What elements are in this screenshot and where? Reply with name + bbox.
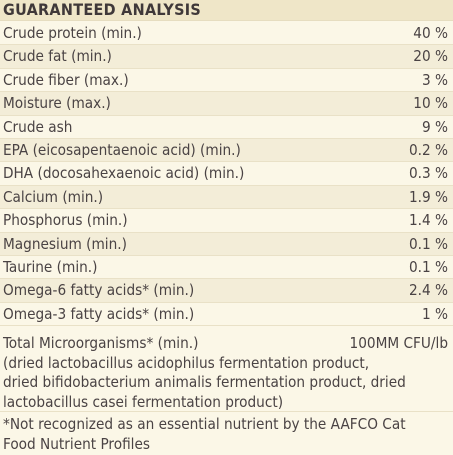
nutrient-name: Crude ash: [3, 117, 73, 136]
analysis-table: Crude protein (min.) 40 % Crude fat (min.…: [0, 22, 453, 327]
nutrient-value: 1.9 %: [408, 187, 448, 206]
nutrient-name: EPA (eicosapentaenoic acid) (min.): [3, 140, 241, 159]
footnote: *Not recognized as an essential nutrient…: [3, 415, 451, 454]
table-row: Crude fat (min.) 20 %: [0, 45, 453, 69]
nutrient-value: 100MM CFU/lb: [349, 334, 448, 352]
table-row: Omega-3 fatty acids* (min.) 1 %: [0, 303, 453, 327]
table-row: Moisture (max.) 10 %: [0, 92, 453, 116]
nutrient-name: Crude fat (min.): [3, 47, 112, 66]
table-row: Omega-6 fatty acids* (min.) 2.4 %: [0, 279, 453, 303]
table-row: Calcium (min.) 1.9 %: [0, 185, 453, 210]
table-row: Crude fiber (max.) 3 %: [0, 69, 453, 93]
nutrient-name: Omega-6 fatty acids* (min.): [3, 281, 195, 300]
nutrient-value: 9 %: [421, 117, 448, 136]
nutrient-name: Omega-3 fatty acids* (min.): [3, 304, 195, 323]
nutrient-name: Phosphorus (min.): [3, 211, 128, 230]
microorganisms-description-line: lactobacillus casei fermentation product…: [3, 392, 284, 411]
table-row: Crude ash 9 %: [0, 116, 453, 139]
nutrient-name: Taurine (min.): [3, 257, 98, 276]
nutrient-name: Moisture (max.): [3, 94, 111, 113]
microorganisms-description-line: (dried lactobacillus acidophilus ferment…: [3, 353, 370, 372]
footnote-line: Food Nutrient Profiles: [3, 434, 151, 453]
nutrient-name: DHA (docosahexaenoic acid) (min.): [3, 164, 245, 183]
nutrient-name: Calcium (min.): [3, 187, 104, 206]
nutrient-name: Total Microorganisms* (min.): [3, 334, 199, 352]
nutrient-value: 0.1 %: [408, 257, 448, 276]
table-row: Magnesium (min.) 0.1 %: [0, 232, 453, 256]
nutrient-value: 0.2 %: [408, 140, 448, 159]
nutrient-value: 3 %: [421, 70, 448, 89]
nutrient-name: Crude fiber (max.): [3, 70, 129, 89]
microorganisms-row: Total Microorganisms* (min.) 100MM CFU/l…: [0, 334, 453, 412]
table-row: Phosphorus (min.) 1.4 %: [0, 209, 453, 233]
panel-title: GUARANTEED ANALYSIS: [0, 0, 453, 21]
nutrient-value: 0.1 %: [408, 234, 448, 253]
nutrient-value: 1 %: [421, 304, 448, 323]
table-row: DHA (docosahexaenoic acid) (min.) 0.3 %: [0, 162, 453, 186]
nutrient-value: 40 %: [413, 24, 448, 42]
nutrient-name: Crude protein (min.): [3, 24, 142, 42]
nutrient-value: 20 %: [413, 47, 448, 66]
footnote-line: *Not recognized as an essential nutrient…: [3, 415, 406, 433]
microorganisms-description-line: dried bifidobacterium animalis fermentat…: [3, 373, 406, 391]
nutrient-value: 1.4 %: [408, 211, 448, 230]
nutrient-value: 2.4 %: [408, 281, 448, 300]
table-row: Crude protein (min.) 40 %: [0, 22, 453, 46]
table-row: Taurine (min.) 0.1 %: [0, 256, 453, 280]
nutrient-value: 10 %: [413, 94, 448, 113]
nutrient-name: Magnesium (min.): [3, 234, 127, 253]
table-row: EPA (eicosapentaenoic acid) (min.) 0.2 %: [0, 138, 453, 163]
nutrient-value: 0.3 %: [408, 164, 448, 183]
